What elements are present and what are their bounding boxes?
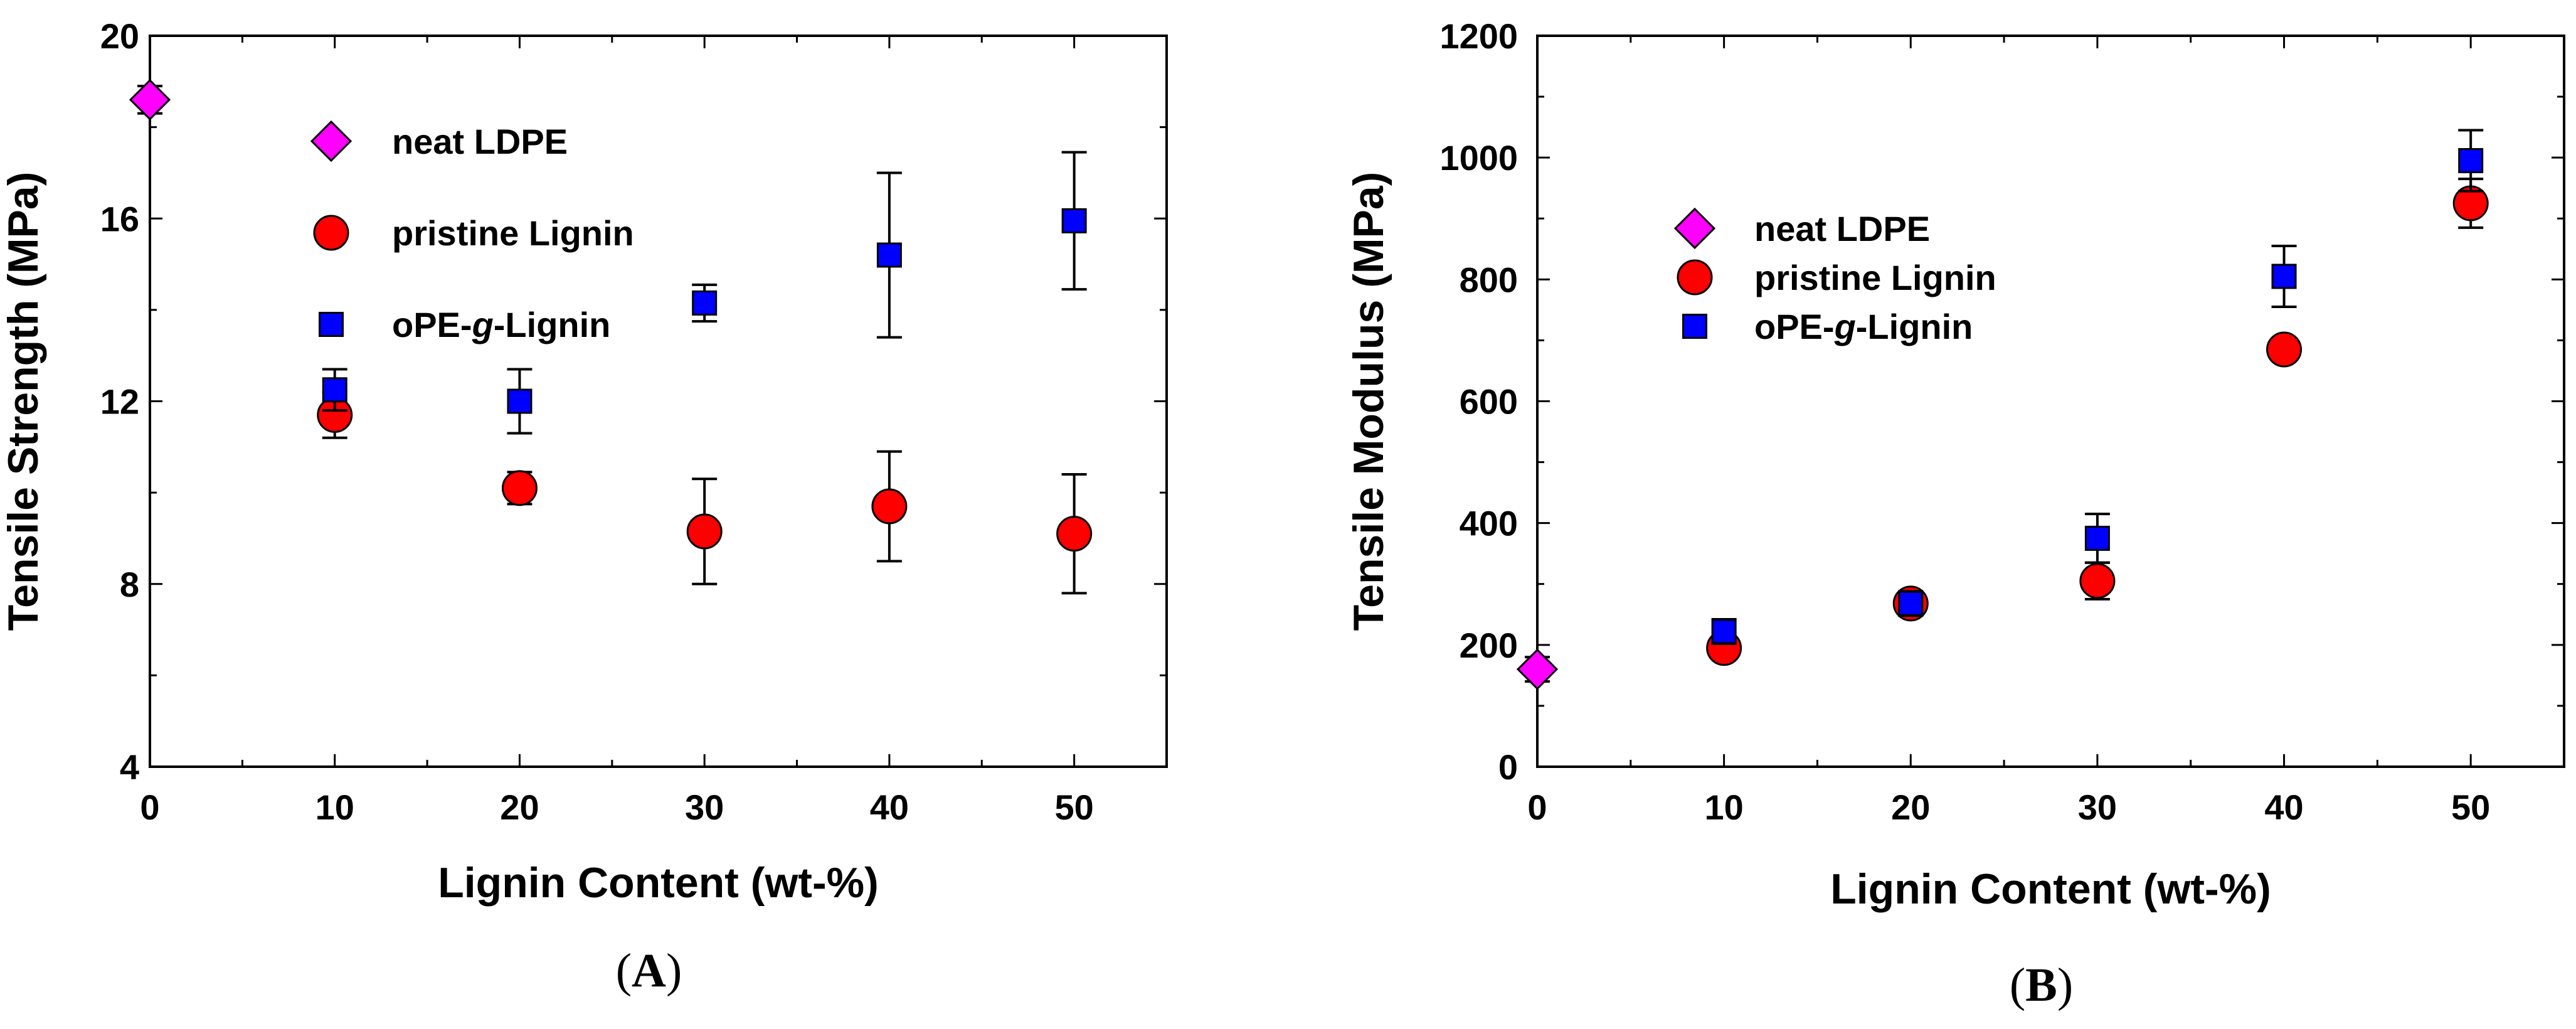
y-tick-label: 4	[120, 747, 139, 787]
legend: neat LDPE pristine Lignin oPE-g-Lignin	[1673, 207, 1996, 346]
data-point	[686, 513, 723, 550]
data-point	[2084, 525, 2110, 551]
y-tick-label: 400	[1460, 504, 1518, 543]
data-point	[1516, 648, 1559, 690]
legend-label: oPE-g-Lignin	[1754, 307, 1973, 346]
chart-panel-b: 0 10 20 30 40 50 0 200 400 600 800 1000 1200 Lignin C…	[1345, 16, 2565, 1011]
y-tick-label: 1200	[1439, 16, 1518, 56]
data-point	[876, 242, 902, 268]
x-tick-label: 30	[2078, 787, 2117, 827]
legend-marker	[1677, 259, 1713, 296]
data-point	[871, 488, 908, 525]
data-point	[1711, 619, 1737, 644]
plot-frame	[149, 35, 1168, 768]
legend-label: neat LDPE	[392, 122, 568, 161]
y-tick-label: 16	[100, 199, 139, 238]
legend-label: neat LDPE	[1754, 209, 1930, 248]
x-tick-label: 10	[315, 787, 354, 827]
legend-marker	[313, 215, 349, 251]
data-point	[2271, 264, 2297, 289]
x-tick-label: 50	[2451, 787, 2490, 827]
panel-label: (A)	[616, 944, 682, 997]
data-point	[1898, 590, 1924, 616]
legend: neat LDPE pristine Lignin oPE-g-Lignin	[310, 120, 634, 344]
data-point	[2266, 331, 2303, 368]
data-point	[507, 388, 533, 414]
x-tick-label: 30	[685, 787, 724, 827]
series-neat-ldpe	[1516, 648, 1559, 690]
y-axis-title: Tensile Modulus (MPa)	[1345, 172, 1392, 631]
legend-marker	[319, 312, 344, 337]
data-point	[692, 290, 718, 316]
x-axis-title: Lignin Content (wt-%)	[1830, 865, 2271, 913]
panel-label: (B)	[2010, 959, 2073, 1011]
legend-marker	[1673, 207, 1716, 250]
x-tick-label: 40	[870, 787, 909, 827]
y-tick-label: 800	[1460, 260, 1518, 299]
x-tick-label: 50	[1054, 787, 1093, 827]
data-point	[129, 78, 171, 121]
chart-panel-a: 0 10 20 30 40 50 4 8 12 16 20 Lignin Content (wt-%)…	[0, 16, 1168, 997]
legend-marker	[1682, 314, 1707, 339]
x-tick-label: 0	[1527, 787, 1547, 827]
y-tick-label: 1000	[1439, 138, 1518, 178]
legend-label: pristine Lignin	[392, 213, 634, 253]
x-tick-label: 20	[1891, 787, 1930, 827]
y-tick-label: 600	[1460, 382, 1518, 422]
x-axis-title: Lignin Content (wt-%)	[438, 859, 878, 907]
data-point	[322, 377, 347, 403]
series-ope-g-lignin	[1711, 129, 2484, 645]
y-tick-label: 200	[1460, 626, 1518, 665]
x-tick-label: 10	[1704, 787, 1743, 827]
legend-label: pristine Lignin	[1754, 258, 1996, 297]
y-tick-label: 12	[100, 382, 139, 422]
x-tick-label: 40	[2264, 787, 2303, 827]
data-point	[1061, 208, 1087, 233]
plot-frame	[1536, 35, 2565, 768]
y-tick-label: 8	[120, 565, 139, 604]
series-ope-g-lignin	[322, 151, 1087, 435]
legend-label: oPE-g-Lignin	[392, 305, 610, 344]
x-tick-label: 0	[140, 787, 159, 827]
data-point	[2458, 148, 2484, 174]
y-tick-label: 0	[1498, 747, 1518, 787]
data-point	[1056, 516, 1093, 552]
y-axis-title: Tensile Strength (MPa)	[0, 172, 47, 631]
legend-marker	[310, 120, 352, 163]
y-tick-label: 20	[100, 16, 139, 56]
data-point	[2079, 563, 2116, 599]
x-tick-label: 20	[500, 787, 539, 827]
data-point	[501, 470, 538, 506]
series-pristine-lignin	[317, 390, 1093, 595]
series-pristine-lignin	[1706, 178, 2489, 666]
series-neat-ldpe	[129, 78, 171, 121]
